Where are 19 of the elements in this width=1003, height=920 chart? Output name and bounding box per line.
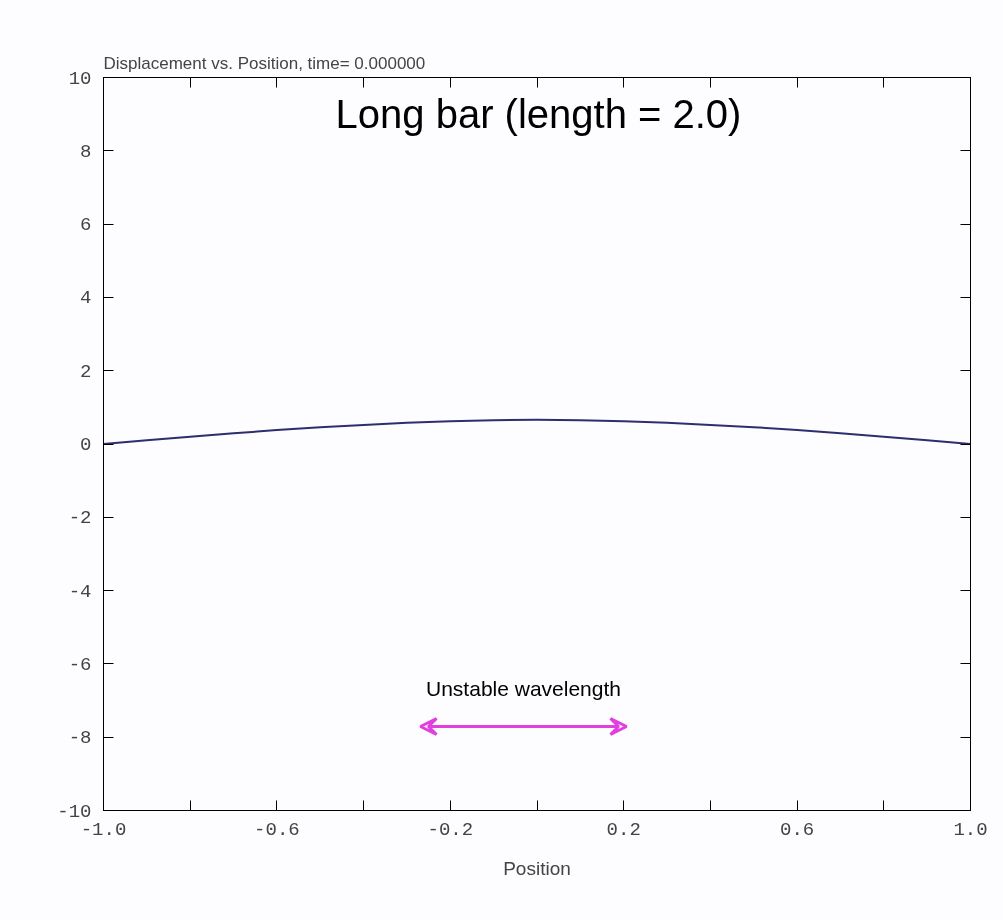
- y-tick-label: -2: [68, 507, 92, 530]
- y-tick-label: -4: [68, 580, 92, 603]
- y-tick-label: 8: [80, 140, 92, 163]
- x-axis-title: Position: [503, 857, 571, 879]
- y-tick-label: 2: [80, 360, 92, 383]
- chart-title: Displacement vs. Position, time= 0.000000: [103, 53, 426, 73]
- y-tick-label: -6: [68, 653, 92, 676]
- y-tick-label: 4: [80, 287, 92, 310]
- x-tick-label: 0.6: [780, 818, 815, 841]
- annotation: Unstable wavelength: [426, 677, 621, 700]
- y-tick-label: -8: [68, 727, 92, 750]
- x-tick-label: -0.2: [427, 818, 474, 841]
- y-tick-label: 10: [68, 67, 92, 90]
- y-tick-label: 6: [80, 214, 92, 237]
- y-tick-label: 0: [80, 434, 92, 456]
- x-tick-label: 1.0: [953, 818, 988, 841]
- x-tick-label: -0.6: [254, 818, 300, 841]
- annotation: Long bar (length = 2.0): [335, 91, 742, 136]
- x-tick-label: 0.2: [606, 818, 641, 841]
